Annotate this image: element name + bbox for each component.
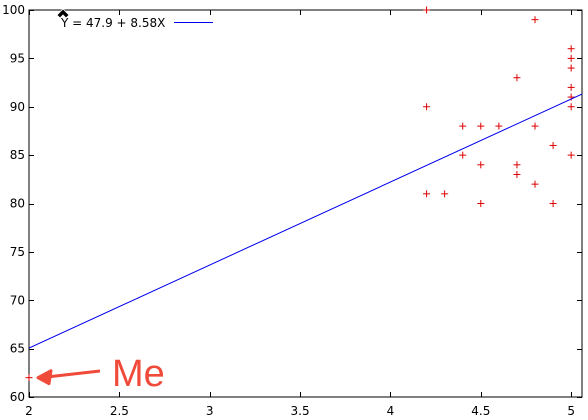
plot-frame bbox=[28, 9, 583, 398]
data-point bbox=[567, 45, 575, 53]
regression-line bbox=[29, 93, 582, 349]
data-point bbox=[513, 74, 521, 82]
data-point bbox=[567, 54, 575, 62]
data-point bbox=[477, 200, 485, 207]
y-tick-label: 90 bbox=[10, 100, 25, 114]
data-point bbox=[459, 122, 467, 130]
data-point bbox=[441, 190, 449, 198]
data-point bbox=[25, 374, 33, 382]
data-point bbox=[477, 122, 485, 130]
y-tick-label: 75 bbox=[10, 245, 25, 259]
annotation-arrow bbox=[36, 369, 101, 386]
annotation: Me bbox=[36, 353, 165, 395]
plot-area bbox=[28, 9, 583, 398]
y-tick-label: 80 bbox=[10, 197, 25, 211]
legend: Y = 47.9 + 8.58X bbox=[60, 16, 213, 30]
x-tick-label: 5 bbox=[567, 404, 575, 418]
data-point bbox=[423, 103, 431, 111]
data-point bbox=[549, 200, 557, 207]
x-tick-label: 3.5 bbox=[291, 404, 310, 418]
x-tick-label: 4 bbox=[387, 404, 395, 418]
data-point bbox=[549, 141, 557, 149]
data-point bbox=[567, 64, 575, 72]
x-tick-label: 3 bbox=[206, 404, 214, 418]
data-point bbox=[513, 161, 521, 169]
data-point bbox=[567, 151, 575, 159]
data-point bbox=[513, 170, 521, 178]
data-point bbox=[459, 151, 467, 159]
regression-line-group bbox=[29, 93, 582, 349]
data-point bbox=[567, 103, 575, 111]
y-tick-label: 70 bbox=[10, 293, 25, 307]
data-point bbox=[423, 6, 431, 14]
data-point bbox=[531, 180, 539, 188]
axis-ticks: 2 2.5 3 3.5 4 4.5 5 60 65 70 75 80 85 90 95 100 bbox=[2, 3, 582, 418]
annotation-label: Me bbox=[112, 353, 165, 395]
y-tick-label: 65 bbox=[10, 342, 25, 356]
y-tick-label: 60 bbox=[10, 390, 25, 404]
cursor-icon bbox=[56, 8, 70, 19]
y-tick-label: 95 bbox=[10, 51, 25, 65]
x-tick-label: 2.5 bbox=[110, 404, 129, 418]
data-point bbox=[495, 122, 503, 130]
legend-label: Y = 47.9 + 8.58X bbox=[60, 16, 165, 30]
y-tick-label: 85 bbox=[10, 148, 25, 162]
data-point bbox=[567, 83, 575, 91]
x-tick-label: 2 bbox=[25, 404, 33, 418]
data-point bbox=[531, 16, 539, 24]
data-points bbox=[25, 6, 575, 382]
data-point bbox=[531, 122, 539, 130]
y-tick-label: 100 bbox=[2, 3, 25, 17]
data-point bbox=[477, 161, 485, 169]
data-point bbox=[423, 190, 431, 198]
x-tick-label: 4.5 bbox=[471, 404, 490, 418]
